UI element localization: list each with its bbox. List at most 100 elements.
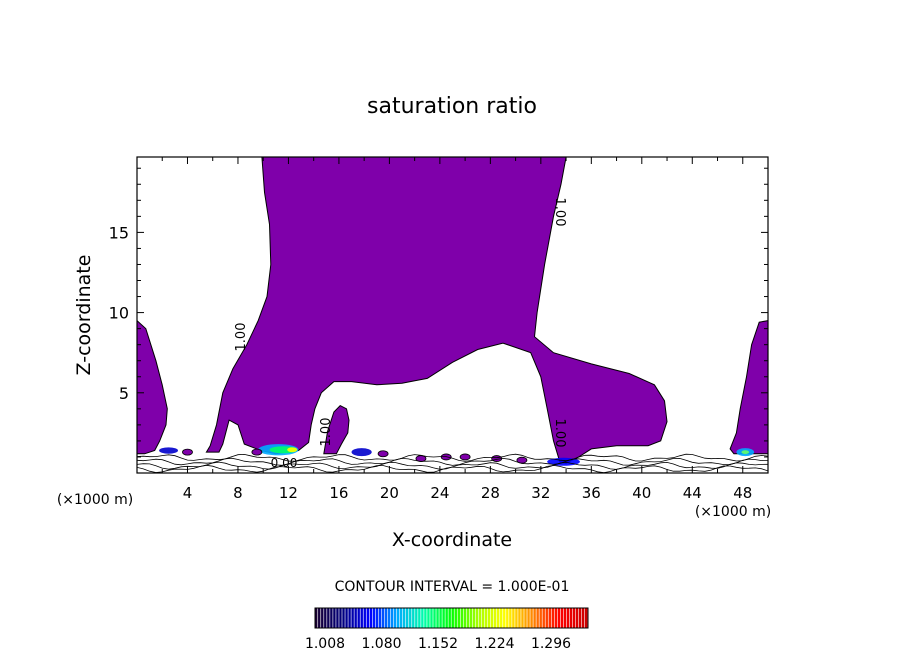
contour-label-1: 1.00	[234, 323, 249, 352]
colorbar-cell-34	[418, 608, 421, 628]
colorbar-cell-67	[518, 608, 521, 628]
colorbar-cell-53	[475, 608, 479, 628]
x-tick-label-8: 8	[233, 484, 243, 502]
colorbar-cell-21	[378, 608, 382, 628]
colorbar-cell-77	[548, 608, 551, 628]
colorbar-cell-14	[357, 608, 360, 628]
colorbar-cell-61	[500, 608, 503, 628]
x-tick-label-48: 48	[733, 484, 752, 502]
colorbar-cell-44	[448, 608, 451, 628]
colorbar-cell-52	[472, 608, 476, 628]
colorbar-cell-23	[384, 608, 388, 628]
colorbar-cell-13	[354, 608, 357, 628]
colorbar	[314, 607, 589, 629]
colorbar-tick-0: 1.008	[305, 636, 345, 652]
colorbar-cell-71	[530, 608, 533, 628]
colorbar-cell-68	[521, 608, 524, 628]
contour-label-2: 1.00	[552, 198, 567, 227]
colorbar-cell-60	[497, 608, 500, 628]
x-unit-right: (×1000 m)	[695, 504, 771, 520]
colorbar-tick-4: 1.296	[531, 636, 571, 652]
colorbar-cell-64	[509, 608, 512, 628]
x-tick-label-44: 44	[683, 484, 702, 502]
colorbar-cell-25	[390, 608, 394, 628]
colorbar-cell-74	[539, 608, 542, 628]
colorbar-cell-29	[402, 608, 406, 628]
small-patch-0	[459, 453, 471, 461]
small-patch-6	[251, 448, 263, 456]
colorbar-cell-4	[327, 608, 330, 628]
colorbar-cell-3	[324, 608, 327, 628]
colorbar-cell-50	[466, 608, 470, 628]
colorbar-cell-16	[363, 608, 366, 628]
saturation-streak-2	[287, 447, 298, 453]
colorbar-cell-27	[396, 608, 400, 628]
colorbar-cell-80	[557, 608, 561, 628]
small-patch-7	[182, 448, 193, 456]
x-axis-label: X-coordinate	[392, 529, 512, 551]
x-tick-label-36: 36	[582, 484, 601, 502]
colorbar-cell-7	[336, 608, 339, 628]
colorbar-cell-10	[345, 608, 348, 628]
contour-label-5: 0.00	[271, 456, 298, 470]
colorbar-cell-18	[369, 608, 373, 628]
region-left-edge	[137, 319, 168, 455]
colorbar-cell-40	[436, 608, 439, 628]
colorbar-cell-24	[387, 608, 391, 628]
region-upper-plume	[205, 157, 668, 464]
colorbar-cell-76	[545, 608, 548, 628]
contour-label-3: 1.00	[319, 418, 334, 447]
colorbar-cell-12	[351, 608, 354, 628]
x-tick-label-20: 20	[380, 484, 399, 502]
colorbar-cell-63	[506, 608, 509, 628]
colorbar-cell-35	[421, 608, 424, 628]
colorbar-cell-31	[409, 608, 412, 628]
surface-contour-3	[137, 464, 768, 473]
colorbar-cell-51	[469, 608, 473, 628]
colorbar-cell-66	[515, 608, 518, 628]
colorbar-cell-30	[406, 608, 409, 628]
colorbar-cell-73	[536, 608, 539, 628]
region-small-pillar	[323, 404, 350, 455]
colorbar-tick-2: 1.152	[418, 636, 458, 652]
colorbar-cell-81	[560, 608, 564, 628]
colorbar-cell-75	[542, 608, 545, 628]
x-tick-label-28: 28	[481, 484, 500, 502]
colorbar-cell-36	[424, 608, 427, 628]
colorbar-cell-59	[493, 608, 497, 628]
colorbar-tick-3: 1.224	[474, 636, 514, 652]
y-tick-label-10: 10	[109, 304, 129, 323]
colorbar-tick-1: 1.080	[361, 636, 401, 652]
x-axis-ticks: 4 8 12 16 20 24 28 32 36 40 44 48	[161, 157, 752, 502]
colorbar-tick-labels: 1.008 1.080 1.152 1.224 1.296	[305, 636, 571, 652]
colorbar-cell-28	[399, 608, 403, 628]
colorbar-cell-49	[463, 608, 467, 628]
colorbar-cell-58	[490, 608, 494, 628]
colorbar-cell-48	[460, 608, 464, 628]
colorbar-cell-5	[330, 608, 333, 628]
colorbar-cell-83	[566, 608, 570, 628]
colorbar-cell-65	[512, 608, 515, 628]
x-tick-label-32: 32	[531, 484, 550, 502]
colorbar-frame	[314, 607, 589, 629]
colorbar-cell-72	[533, 608, 536, 628]
colorbar-cell-1	[318, 608, 321, 628]
colorbar-cell-22	[381, 608, 385, 628]
colorbar-cell-32	[412, 608, 415, 628]
x-tick-label-40: 40	[632, 484, 651, 502]
colorbar-cell-17	[366, 608, 369, 628]
surface-contour-1	[137, 457, 768, 466]
x-unit-left: (×1000 m)	[57, 492, 133, 508]
colorbar-cell-6	[333, 608, 336, 628]
colorbar-cell-26	[393, 608, 397, 628]
colorbar-cell-19	[372, 608, 376, 628]
colorbar-cell-88	[581, 608, 585, 628]
colorbar-cell-47	[457, 608, 460, 628]
colorbar-cell-56	[484, 608, 488, 628]
colorbar-cell-15	[360, 608, 363, 628]
contour-label-4: 1.00	[552, 419, 567, 448]
y-tick-label-15: 15	[109, 223, 129, 242]
colorbar-cell-46	[454, 608, 457, 628]
contour-interval-text: CONTOUR INTERVAL = 1.000E-01	[335, 579, 570, 595]
